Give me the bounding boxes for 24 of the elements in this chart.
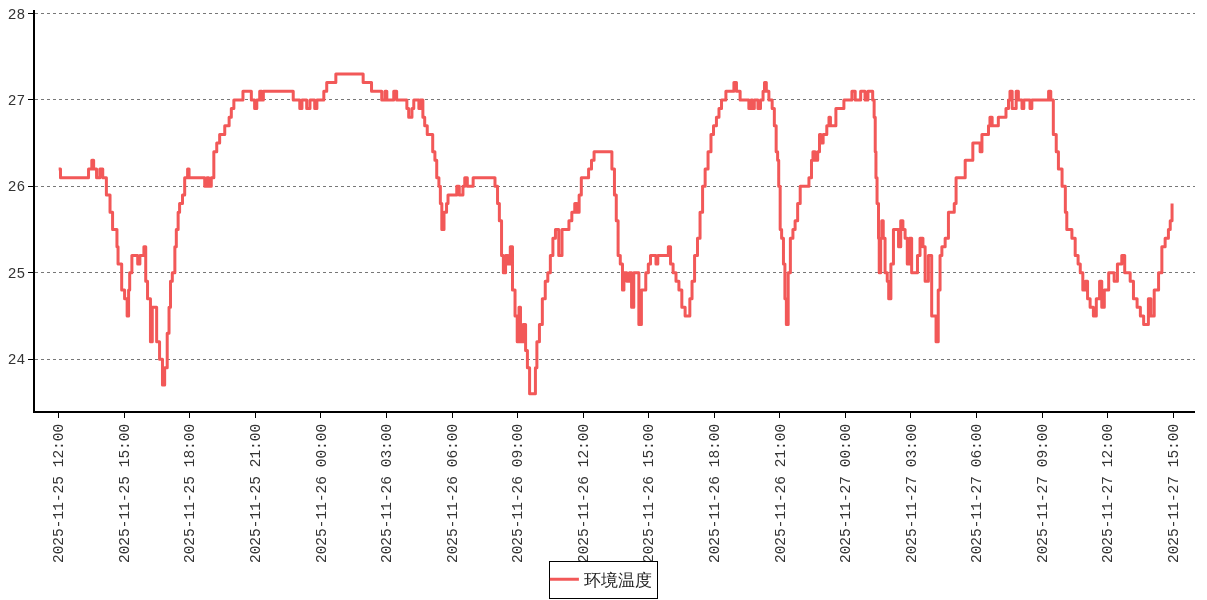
x-tick-label: 2025-11-27 03:00 bbox=[903, 423, 920, 564]
x-tick-label: 2025-11-27 00:00 bbox=[838, 423, 855, 564]
x-tick-label: 2025-11-26 15:00 bbox=[641, 423, 658, 564]
x-tick-label: 2025-11-27 12:00 bbox=[1100, 423, 1117, 564]
x-tick-label: 2025-11-27 15:00 bbox=[1165, 423, 1182, 564]
legend-label: 环境温度 bbox=[583, 570, 652, 590]
x-tick-label: 2025-11-25 21:00 bbox=[248, 423, 265, 564]
x-tick-label: 2025-11-26 18:00 bbox=[706, 423, 723, 564]
y-tick-label: 24 bbox=[7, 352, 26, 369]
y-tick-label: 25 bbox=[7, 265, 26, 282]
x-tick-label: 2025-11-26 00:00 bbox=[313, 423, 330, 564]
x-tick-label: 2025-11-25 12:00 bbox=[51, 423, 68, 564]
x-tick-label: 2025-11-26 09:00 bbox=[510, 423, 527, 564]
y-tick-label: 28 bbox=[7, 6, 26, 23]
x-tick-label: 2025-11-25 18:00 bbox=[182, 423, 199, 564]
x-tick-label: 2025-11-27 09:00 bbox=[1034, 423, 1051, 564]
y-tick-label: 26 bbox=[7, 179, 26, 196]
x-tick-label: 2025-11-25 15:00 bbox=[116, 423, 133, 564]
x-tick-label: 2025-11-26 12:00 bbox=[575, 423, 592, 564]
x-tick-label: 2025-11-27 06:00 bbox=[969, 423, 986, 564]
y-tick-label: 27 bbox=[7, 92, 26, 109]
x-tick-label: 2025-11-26 03:00 bbox=[379, 423, 396, 564]
x-tick-label: 2025-11-26 21:00 bbox=[772, 423, 789, 564]
x-tick-label: 2025-11-26 06:00 bbox=[444, 423, 461, 564]
